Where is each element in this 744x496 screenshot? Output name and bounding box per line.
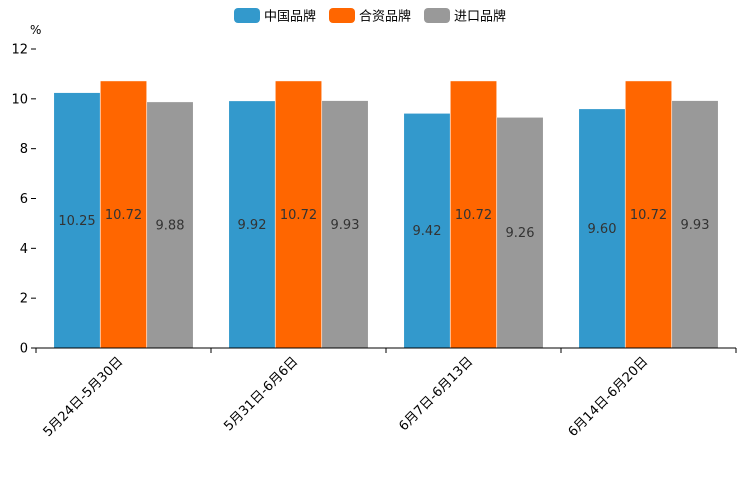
data-label: 9.93: [331, 218, 360, 233]
bar: [146, 101, 194, 349]
bar: [321, 100, 369, 349]
legend-label: 中国品牌: [264, 9, 316, 25]
bar: [403, 112, 451, 349]
data-label: 10.72: [280, 208, 317, 223]
bar: [624, 80, 673, 349]
y-tick-label: 12: [11, 43, 28, 58]
data-label: 9.93: [681, 218, 710, 233]
legend-item[interactable]: 合资品牌: [329, 8, 411, 25]
data-label: 9.88: [156, 218, 185, 233]
data-label: 10.72: [105, 208, 142, 223]
x-category-label: 6月7日-6月13日: [396, 354, 476, 434]
y-tick-label: 10: [11, 92, 28, 107]
y-tick-label: 8: [20, 142, 28, 157]
data-label: 9.92: [238, 218, 267, 233]
y-tick-label: 4: [20, 242, 28, 257]
y-axis-unit-label: %: [30, 23, 41, 37]
legend-item[interactable]: 中国品牌: [234, 8, 316, 25]
legend-label: 进口品牌: [454, 9, 506, 25]
bar: [496, 116, 544, 349]
x-category-label: 5月24日-5月30日: [41, 354, 127, 440]
y-axis: 0 2 4 6 8 10 12: [11, 43, 36, 357]
data-label: 9.60: [588, 222, 617, 237]
bars: 10.25 9.92 9.42 9.60 10.72 10.72 10.72 10.72 9.8…: [53, 80, 719, 349]
data-label: 10.25: [58, 214, 95, 229]
legend-swatch: [424, 8, 450, 23]
y-tick-label: 6: [20, 192, 28, 207]
legend-swatch: [329, 8, 355, 23]
y-tick-label: 0: [20, 342, 28, 357]
data-label: 10.72: [630, 208, 667, 223]
bar: [274, 80, 323, 349]
legend: 中国品牌 合资品牌 进口品牌: [234, 8, 506, 25]
data-label: 9.42: [413, 224, 442, 239]
x-axis: 5月24日-5月30日 5月31日-6月6日 6月7日-6月13日 6月14日-6月2…: [35, 347, 737, 440]
legend-item[interactable]: 进口品牌: [424, 8, 506, 25]
bar: [578, 108, 626, 349]
legend-label: 合资品牌: [359, 9, 411, 25]
x-category-label: 6月14日-6月20日: [566, 354, 652, 440]
y-tick-label: 2: [20, 292, 28, 307]
bar: [99, 80, 148, 349]
x-category-label: 5月31日-6月6日: [221, 354, 301, 434]
legend-swatch: [234, 8, 260, 23]
data-label: 9.26: [506, 226, 535, 241]
bar: [228, 100, 276, 349]
bar: [449, 80, 498, 349]
bar: [671, 100, 719, 349]
data-label: 10.72: [455, 208, 492, 223]
